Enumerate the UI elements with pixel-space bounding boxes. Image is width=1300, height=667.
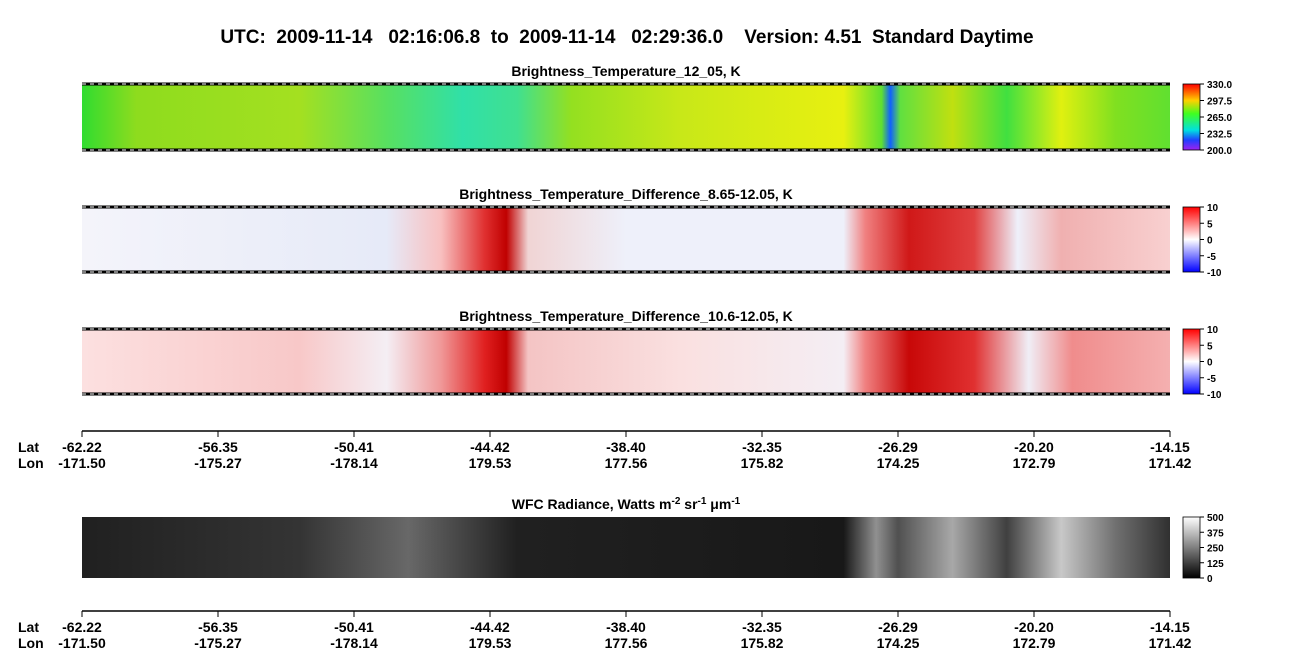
lon-value: 177.56 bbox=[605, 635, 648, 651]
lon-value: 179.53 bbox=[469, 635, 512, 651]
lat-value: -32.35 bbox=[742, 439, 782, 455]
colorbar-label: 200.0 bbox=[1207, 146, 1232, 157]
colorbar-label: 0 bbox=[1207, 236, 1213, 247]
lat-value: -14.15 bbox=[1150, 619, 1190, 635]
lon-value: 179.53 bbox=[469, 455, 512, 471]
title-part: sr bbox=[680, 496, 698, 512]
lat-value: -44.42 bbox=[470, 619, 510, 635]
colorbar-label: 375 bbox=[1207, 528, 1224, 539]
lat-value: -32.35 bbox=[742, 619, 782, 635]
lat-value: -44.42 bbox=[470, 439, 510, 455]
lat-value: -38.40 bbox=[606, 439, 646, 455]
title-part: Brightness_Temperature_Difference_10.6-1… bbox=[459, 308, 793, 324]
title-part: -2 bbox=[671, 496, 680, 507]
lat-value: -62.22 bbox=[62, 439, 102, 455]
lon-value: 171.42 bbox=[1149, 635, 1192, 651]
colorbar-label: 125 bbox=[1207, 559, 1224, 570]
lon-value: -171.50 bbox=[58, 635, 106, 651]
colorbar-label: 10 bbox=[1207, 325, 1219, 336]
colorbar-label: -5 bbox=[1207, 374, 1216, 385]
lat-value: -14.15 bbox=[1150, 439, 1190, 455]
lat-label: Lat bbox=[18, 619, 39, 635]
colorbar-label: 5 bbox=[1207, 219, 1213, 230]
lon-value: -171.50 bbox=[58, 455, 106, 471]
colorbar-label: 232.5 bbox=[1207, 130, 1232, 141]
title-part: Brightness_Temperature_Difference_8.65-1… bbox=[459, 186, 793, 202]
title-part: -1 bbox=[731, 496, 740, 507]
lat-value: -50.41 bbox=[334, 619, 374, 635]
image-panel bbox=[82, 84, 1170, 150]
colorbar bbox=[1182, 516, 1201, 579]
lon-value: -178.14 bbox=[330, 455, 378, 471]
title-part: -1 bbox=[698, 496, 707, 507]
lat-value: -50.41 bbox=[334, 439, 374, 455]
lon-value: 175.82 bbox=[741, 455, 784, 471]
content: Brightness_Temperature_12_05, K 330.0 297.… bbox=[18, 63, 1232, 651]
lat-value: -56.35 bbox=[198, 439, 238, 455]
colorbar-label: 5 bbox=[1207, 341, 1213, 352]
lon-value: 172.79 bbox=[1013, 635, 1056, 651]
lat-value: -38.40 bbox=[606, 619, 646, 635]
colorbar-label: 250 bbox=[1207, 544, 1224, 555]
lon-label: Lon bbox=[18, 635, 44, 651]
lat-value: -20.20 bbox=[1014, 439, 1054, 455]
lat-value: -20.20 bbox=[1014, 619, 1054, 635]
lon-value: -175.27 bbox=[194, 635, 242, 651]
colorbar-label: -10 bbox=[1207, 390, 1222, 401]
lon-value: 177.56 bbox=[605, 455, 648, 471]
lat-value: -62.22 bbox=[62, 619, 102, 635]
colorbar-label: 500 bbox=[1207, 513, 1224, 524]
lat-label: Lat bbox=[18, 439, 39, 455]
main-title: UTC: 2009-11-14 02:16:06.8 to 2009-11-14… bbox=[220, 27, 1033, 48]
panel-title: Brightness_Temperature_12_05, K bbox=[511, 63, 740, 79]
lon-value: 174.25 bbox=[877, 635, 920, 651]
title-part: μm bbox=[706, 496, 731, 512]
image-panel bbox=[82, 517, 1170, 578]
lat-value: -26.29 bbox=[878, 439, 918, 455]
colorbar bbox=[1182, 328, 1201, 395]
colorbar bbox=[1182, 83, 1201, 151]
lon-label: Lon bbox=[18, 455, 44, 471]
colorbar-label: 10 bbox=[1207, 203, 1219, 214]
title-part: WFC Radiance, Watts m bbox=[512, 496, 672, 512]
lon-value: 171.42 bbox=[1149, 455, 1192, 471]
lon-value: 172.79 bbox=[1013, 455, 1056, 471]
lon-value: 175.82 bbox=[741, 635, 784, 651]
image-panel bbox=[82, 329, 1170, 394]
colorbar bbox=[1182, 206, 1201, 273]
lat-value: -56.35 bbox=[198, 619, 238, 635]
lon-value: -175.27 bbox=[194, 455, 242, 471]
colorbar-label: 265.0 bbox=[1207, 113, 1232, 124]
lon-value: -178.14 bbox=[330, 635, 378, 651]
colorbar-label: 0 bbox=[1207, 574, 1213, 585]
panel-title: Brightness_Temperature_Difference_10.6-1… bbox=[459, 308, 793, 324]
colorbar-label: -10 bbox=[1207, 268, 1222, 279]
image-panel bbox=[82, 207, 1170, 272]
lat-value: -26.29 bbox=[878, 619, 918, 635]
colorbar-label: 330.0 bbox=[1207, 80, 1232, 91]
lon-value: 174.25 bbox=[877, 455, 920, 471]
colorbar-label: -5 bbox=[1207, 252, 1216, 263]
colorbar-label: 297.5 bbox=[1207, 97, 1232, 108]
colorbar-label: 0 bbox=[1207, 358, 1213, 369]
panel-title: Brightness_Temperature_Difference_8.65-1… bbox=[459, 186, 793, 202]
panel-title: WFC Radiance, Watts m-2 sr-1 μm-1 bbox=[512, 496, 741, 513]
title-part: Brightness_Temperature_12_05, K bbox=[511, 63, 740, 79]
